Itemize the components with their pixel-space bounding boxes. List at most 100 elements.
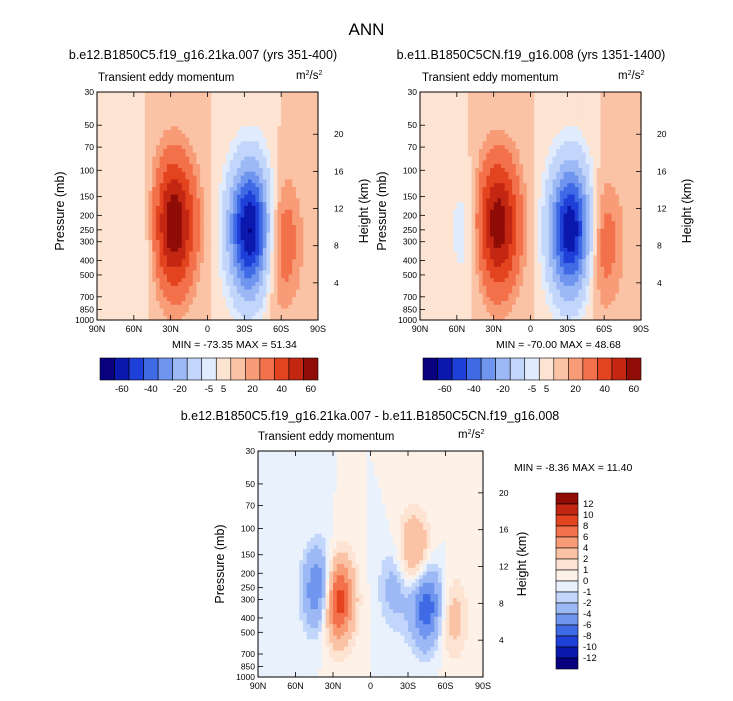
contour-cell xyxy=(240,308,245,313)
contour-cell xyxy=(152,118,157,123)
contour-cell xyxy=(126,308,131,313)
contour-cell xyxy=(133,194,139,199)
contour-cell xyxy=(189,213,194,218)
contour-cell xyxy=(306,187,312,192)
contour-cell xyxy=(133,217,139,222)
contour-cell xyxy=(178,92,183,97)
contour-cell xyxy=(214,107,220,112)
contour-cell xyxy=(273,293,279,298)
contour-cell xyxy=(534,156,539,161)
contour-cell xyxy=(299,126,304,131)
contour-cell xyxy=(203,244,209,249)
contour-cell xyxy=(233,133,238,139)
contour-cell xyxy=(189,179,194,184)
contour-cell xyxy=(97,133,102,139)
contour-cell xyxy=(629,114,635,120)
contour-cell xyxy=(593,95,598,101)
main-title: ANN xyxy=(348,20,385,39)
contour-cell xyxy=(211,126,216,131)
contour-cell xyxy=(159,141,164,146)
contour-cell xyxy=(189,198,194,203)
contour-cell xyxy=(548,168,554,173)
contour-cell xyxy=(141,251,146,256)
contour-cell xyxy=(288,126,293,131)
contour-cell xyxy=(133,183,139,188)
contour-cell xyxy=(548,137,554,142)
contour-cell xyxy=(166,304,172,310)
contour-cell xyxy=(512,118,517,123)
contour-cell xyxy=(133,278,139,283)
contour-cell xyxy=(148,209,153,215)
contour-cell xyxy=(155,213,161,218)
contour-cell xyxy=(115,194,120,199)
contour-cell xyxy=(618,171,624,177)
contour-cell xyxy=(97,107,102,112)
contour-cell xyxy=(225,103,231,108)
contour-cell xyxy=(144,107,150,112)
contour-cell xyxy=(270,175,275,180)
contour-cell xyxy=(633,164,638,169)
contour-cell xyxy=(108,270,113,275)
contour-cell xyxy=(427,103,432,108)
contour-cell xyxy=(159,304,164,310)
contour-cell xyxy=(255,289,260,294)
contour-cell xyxy=(571,107,576,112)
contour-cell xyxy=(174,126,179,131)
contour-cell xyxy=(303,251,308,256)
contour-cell xyxy=(259,92,264,97)
contour-cell xyxy=(270,126,275,131)
contour-cell xyxy=(626,114,631,120)
contour-cell xyxy=(248,221,253,226)
contour-cell xyxy=(108,293,113,298)
contour-cell xyxy=(512,107,517,112)
contour-cell xyxy=(181,149,186,154)
contour-cell xyxy=(144,130,150,135)
contour-cell xyxy=(189,183,194,188)
contour-cell xyxy=(200,270,205,275)
contour-cell xyxy=(633,152,638,158)
contour-cell xyxy=(111,133,117,139)
contour-cell xyxy=(262,217,268,222)
contour-cell xyxy=(137,244,142,249)
contour-cell xyxy=(240,289,245,294)
contour-cell xyxy=(295,111,301,116)
contour-cell xyxy=(288,152,293,158)
contour-cell xyxy=(196,213,201,218)
contour-cell xyxy=(607,107,613,112)
contour-cell xyxy=(306,103,312,108)
contour-cell xyxy=(284,198,290,203)
contour-cell xyxy=(163,190,168,196)
contour-cell xyxy=(537,126,543,131)
contour-cell xyxy=(236,103,242,108)
contour-cell xyxy=(629,168,635,173)
contour-cell xyxy=(189,164,194,169)
contour-cell xyxy=(185,149,190,154)
contour-cell xyxy=(222,92,227,97)
contour-cell xyxy=(530,99,535,104)
contour-cell xyxy=(618,145,624,150)
contour-cell xyxy=(596,95,602,101)
contour-cell xyxy=(526,122,532,127)
contour-cell xyxy=(467,99,473,104)
contour-cell xyxy=(626,107,631,112)
contour-cell xyxy=(270,225,275,230)
contour-cell xyxy=(152,236,157,241)
contour-cell xyxy=(574,168,579,173)
contour-cell xyxy=(489,137,495,142)
contour-cell xyxy=(299,111,304,116)
contour-cell xyxy=(159,171,164,177)
contour-cell xyxy=(133,244,139,249)
contour-cell xyxy=(108,221,113,226)
panel3-units: m2/s2 xyxy=(458,429,485,441)
contour-cell xyxy=(119,225,124,230)
contour-cell xyxy=(310,293,315,298)
contour-cell xyxy=(122,95,128,101)
contour-cell xyxy=(270,118,275,123)
contour-cell xyxy=(589,141,594,146)
contour-cell xyxy=(130,293,135,298)
contour-cell xyxy=(233,244,238,249)
contour-cell xyxy=(596,122,602,127)
contour-cell xyxy=(530,168,535,173)
contour-cell xyxy=(229,213,234,218)
contour-cell xyxy=(288,297,293,302)
